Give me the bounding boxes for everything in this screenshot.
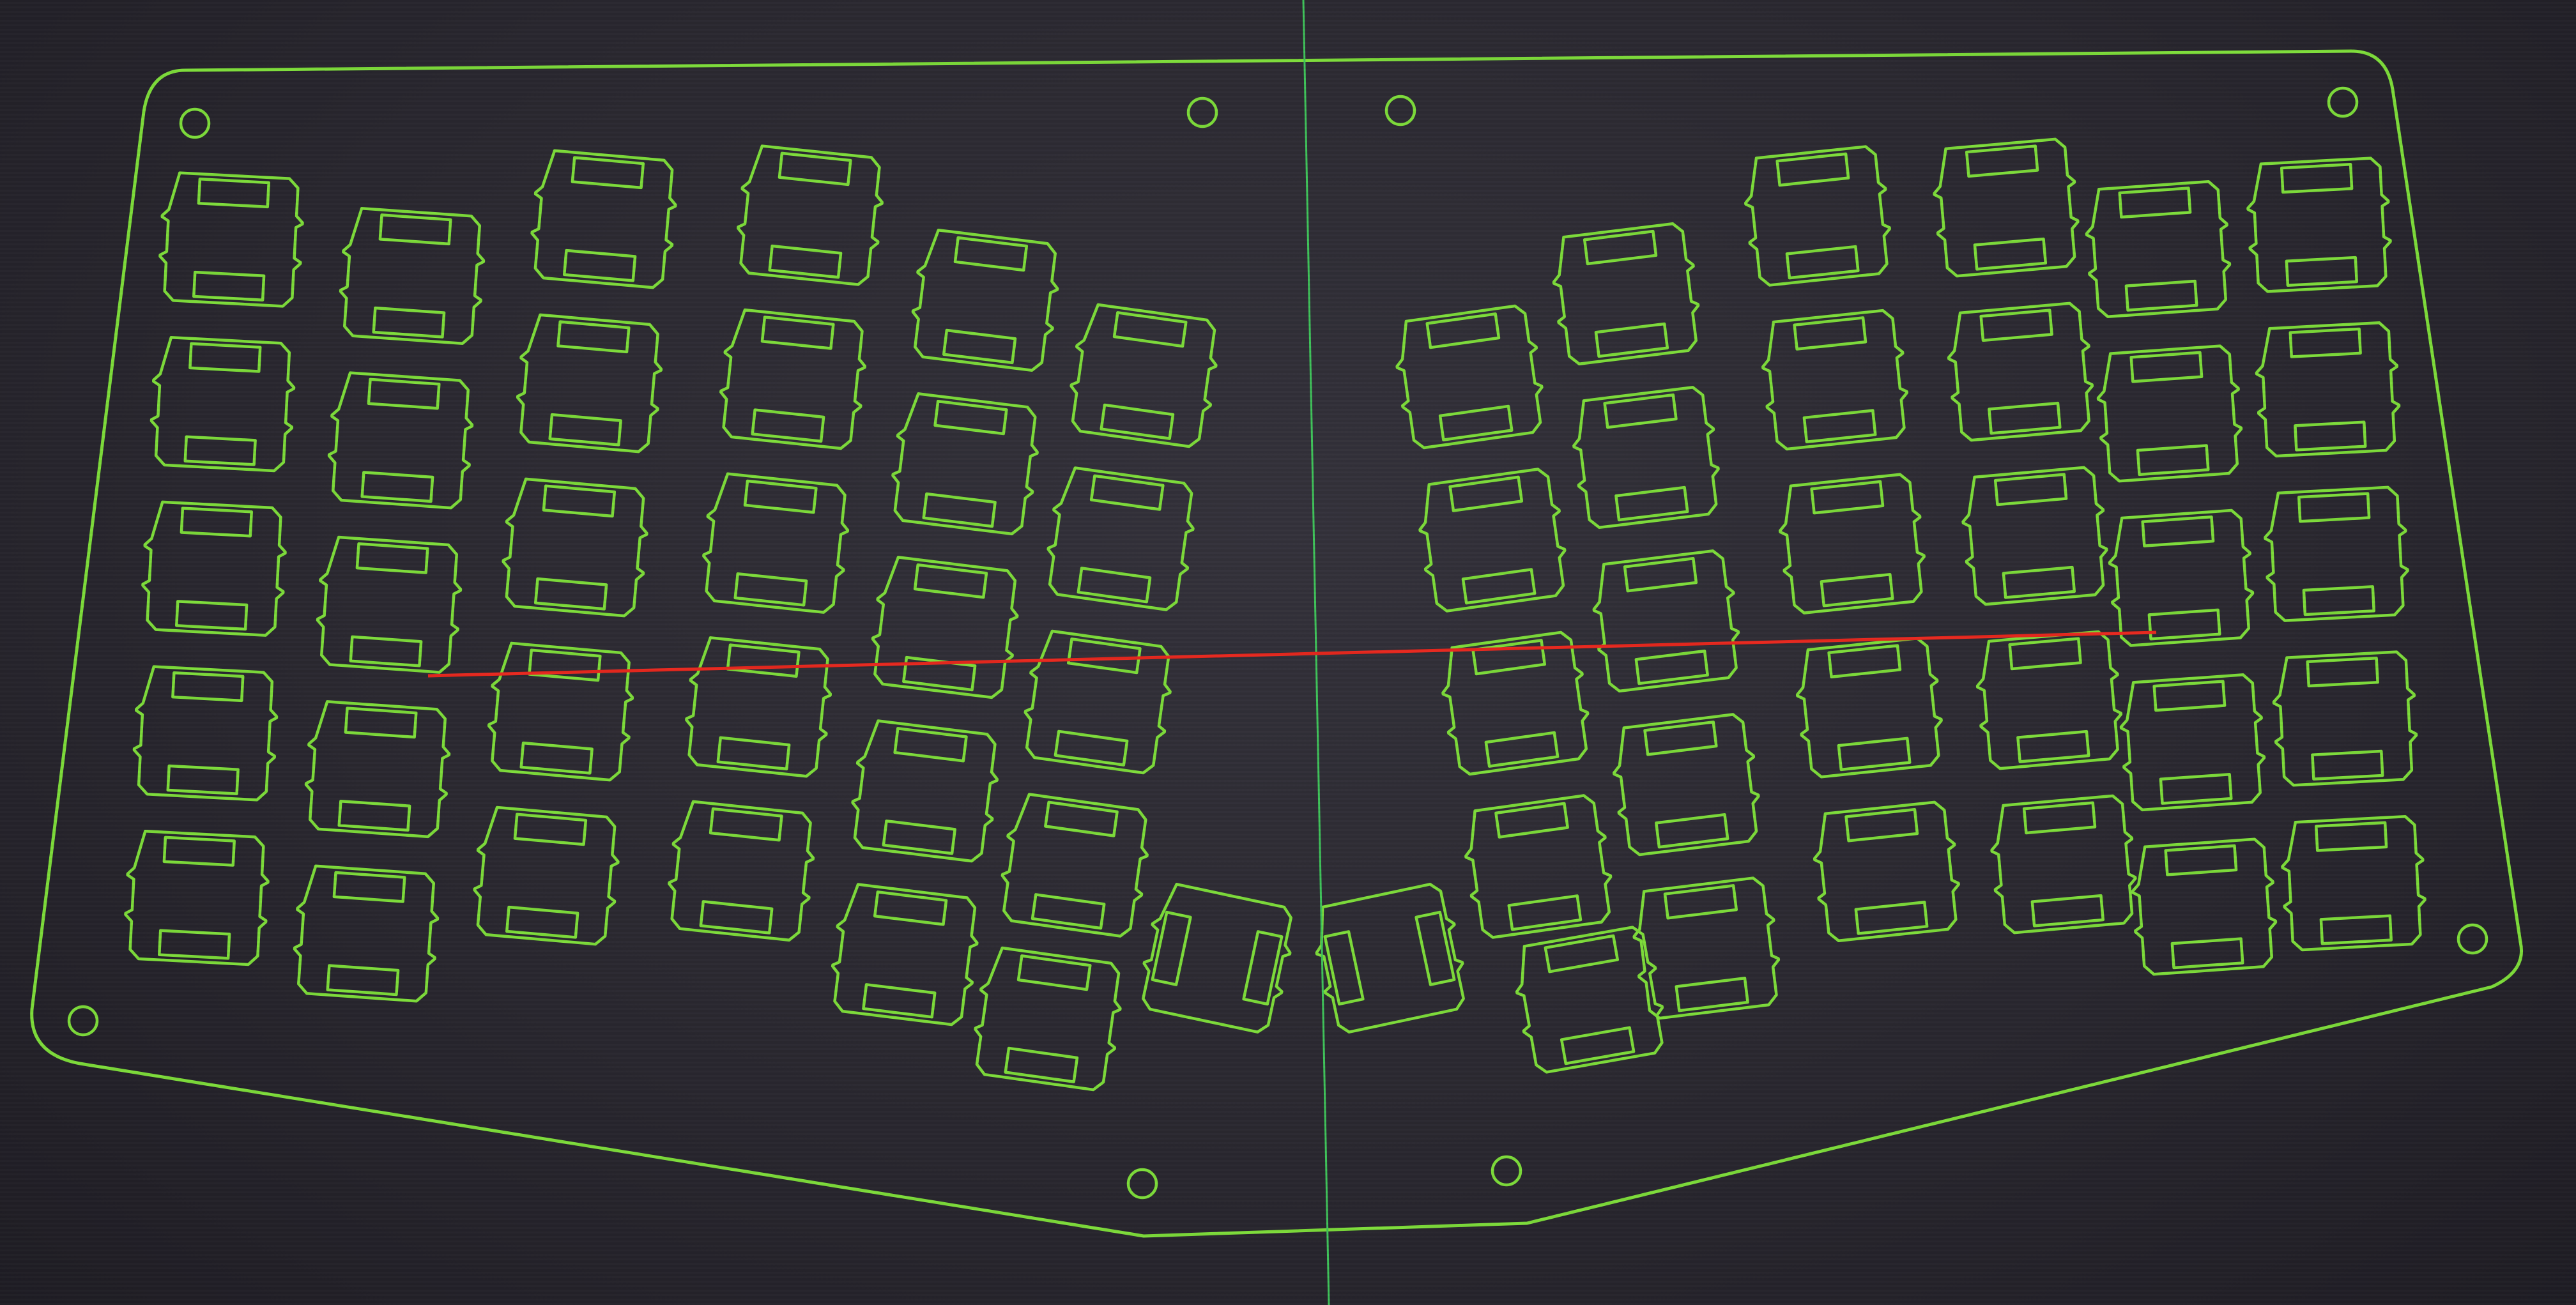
left-switch-cutout-c4-r5[interactable]	[664, 800, 818, 942]
right-switch-cutout-c5-r3[interactable]	[2106, 508, 2255, 647]
left-switch-cutout-c3-r1[interactable]	[528, 149, 680, 289]
left-switch-cutout-c4-r3[interactable]	[699, 472, 852, 614]
right-switch-cutout-c4-r5[interactable]	[1988, 794, 2140, 935]
left-switch-cutout-c5-r1[interactable]	[908, 228, 1063, 372]
right-switch-cutout-c5-r1[interactable]	[2083, 179, 2232, 319]
left-switch-cutout-c6-r2[interactable]	[1042, 466, 1199, 612]
left-switch-cutout-c5-r3[interactable]	[868, 555, 1023, 699]
right-switch-cutout-c6-r5[interactable]	[2280, 814, 2427, 952]
left-switch-cutout-c2-r3[interactable]	[314, 535, 463, 674]
left-switch-cutout-c1-r5[interactable]	[123, 829, 270, 966]
right-switch-cutout-c1-r4[interactable]	[1460, 793, 1617, 940]
right-switch-cutout-c5-r2[interactable]	[2095, 344, 2244, 483]
mounting-hole-1[interactable]	[179, 107, 211, 139]
right-thumb-switch-cutout-2[interactable]	[1509, 924, 1669, 1074]
left-switch-cutout-c3-r5[interactable]	[471, 805, 622, 946]
left-switch-cutout-c1-r3[interactable]	[141, 500, 288, 637]
right-switch-cutout-c4-r4[interactable]	[1974, 630, 2125, 770]
right-switch-cutout-c1-r2[interactable]	[1414, 467, 1571, 613]
left-switch-cutout-c2-r4[interactable]	[303, 700, 452, 839]
right-switch-cutout-c4-r3[interactable]	[1959, 466, 2111, 606]
right-switch-cutout-c3-r4[interactable]	[1793, 637, 1946, 779]
right-switch-cutout-c6-r1[interactable]	[2246, 156, 2393, 293]
left-switch-cutout-c2-r2[interactable]	[326, 371, 475, 510]
right-switch-cutout-c6-r2[interactable]	[2254, 321, 2401, 458]
left-switch-cutout-c5-r5[interactable]	[827, 883, 983, 1026]
left-switch-cutout-c6-r4[interactable]	[996, 792, 1153, 938]
mounting-hole-6[interactable]	[1126, 1168, 1158, 1200]
right-switch-cutout-c2-r4[interactable]	[1609, 713, 1764, 857]
plate-group	[30, 49, 2523, 1238]
left-switch-cutout-c4-r2[interactable]	[716, 308, 870, 450]
plate-outline[interactable]	[30, 49, 2523, 1238]
mounting-hole-7[interactable]	[1491, 1155, 1522, 1187]
right-switch-cutout-c6-r4[interactable]	[2271, 650, 2418, 787]
left-switch-cutout-c5-r2[interactable]	[887, 392, 1043, 536]
left-thumb-switch-cutout-2[interactable]	[1135, 881, 1300, 1035]
left-switch-cutout-c2-r1[interactable]	[337, 206, 486, 346]
right-switch-cutout-c2-r5[interactable]	[1629, 876, 1784, 1020]
right-switch-cutout-c3-r5[interactable]	[1810, 800, 1963, 943]
right-thumb-switch-cutout-1[interactable]	[1308, 881, 1472, 1035]
mounting-hole-4[interactable]	[2327, 86, 2359, 118]
left-switch-cutout-c4-r4[interactable]	[682, 636, 835, 778]
left-switch-cutout-c3-r3[interactable]	[500, 477, 651, 618]
left-switch-cutout-c2-r5[interactable]	[291, 864, 440, 1003]
mounting-hole-3[interactable]	[1384, 95, 1416, 126]
left-thumb-switch-cutout-1[interactable]	[969, 946, 1126, 1092]
left-switch-cutout-c3-r4[interactable]	[485, 641, 636, 782]
left-switch-cutout-c1-r1[interactable]	[158, 171, 305, 308]
right-switch-cutout-c5-r5[interactable]	[2129, 837, 2278, 976]
left-switch-cutout-c1-r2[interactable]	[149, 336, 296, 473]
left-switch-cutout-c6-r3[interactable]	[1019, 629, 1176, 775]
mounting-hole-2[interactable]	[1186, 96, 1218, 128]
right-switch-cutout-c1-r1[interactable]	[1391, 304, 1548, 450]
left-switch-cutout-c6-r1[interactable]	[1065, 303, 1222, 449]
right-switch-cutout-c2-r1[interactable]	[1549, 222, 1704, 365]
right-switch-cutout-c4-r2[interactable]	[1945, 301, 2096, 442]
right-switch-cutout-c6-r3[interactable]	[2263, 485, 2410, 622]
right-switch-cutout-c1-r3[interactable]	[1437, 630, 1594, 777]
right-switch-cutout-c4-r1[interactable]	[1931, 137, 2082, 278]
right-switch-cutout-c2-r2[interactable]	[1568, 385, 1724, 530]
left-switch-cutout-c4-r1[interactable]	[733, 144, 887, 286]
mounting-holes	[67, 86, 2488, 1200]
mounting-hole-5[interactable]	[67, 1005, 99, 1037]
left-switch-cutout-c3-r2[interactable]	[514, 313, 665, 454]
mounting-hole-8[interactable]	[2457, 923, 2488, 955]
right-switch-cutout-c5-r4[interactable]	[2118, 673, 2267, 812]
switch-cutouts	[123, 137, 2427, 1092]
right-switch-cutout-c3-r2[interactable]	[1758, 309, 1912, 451]
left-switch-cutout-c5-r4[interactable]	[847, 719, 1002, 863]
measure-line[interactable]	[427, 630, 2157, 678]
right-switch-cutout-c3-r1[interactable]	[1741, 145, 1894, 287]
left-switch-cutout-c1-r4[interactable]	[132, 665, 279, 802]
right-switch-cutout-c2-r3[interactable]	[1589, 549, 1744, 693]
right-switch-cutout-c3-r3[interactable]	[1775, 473, 1929, 614]
